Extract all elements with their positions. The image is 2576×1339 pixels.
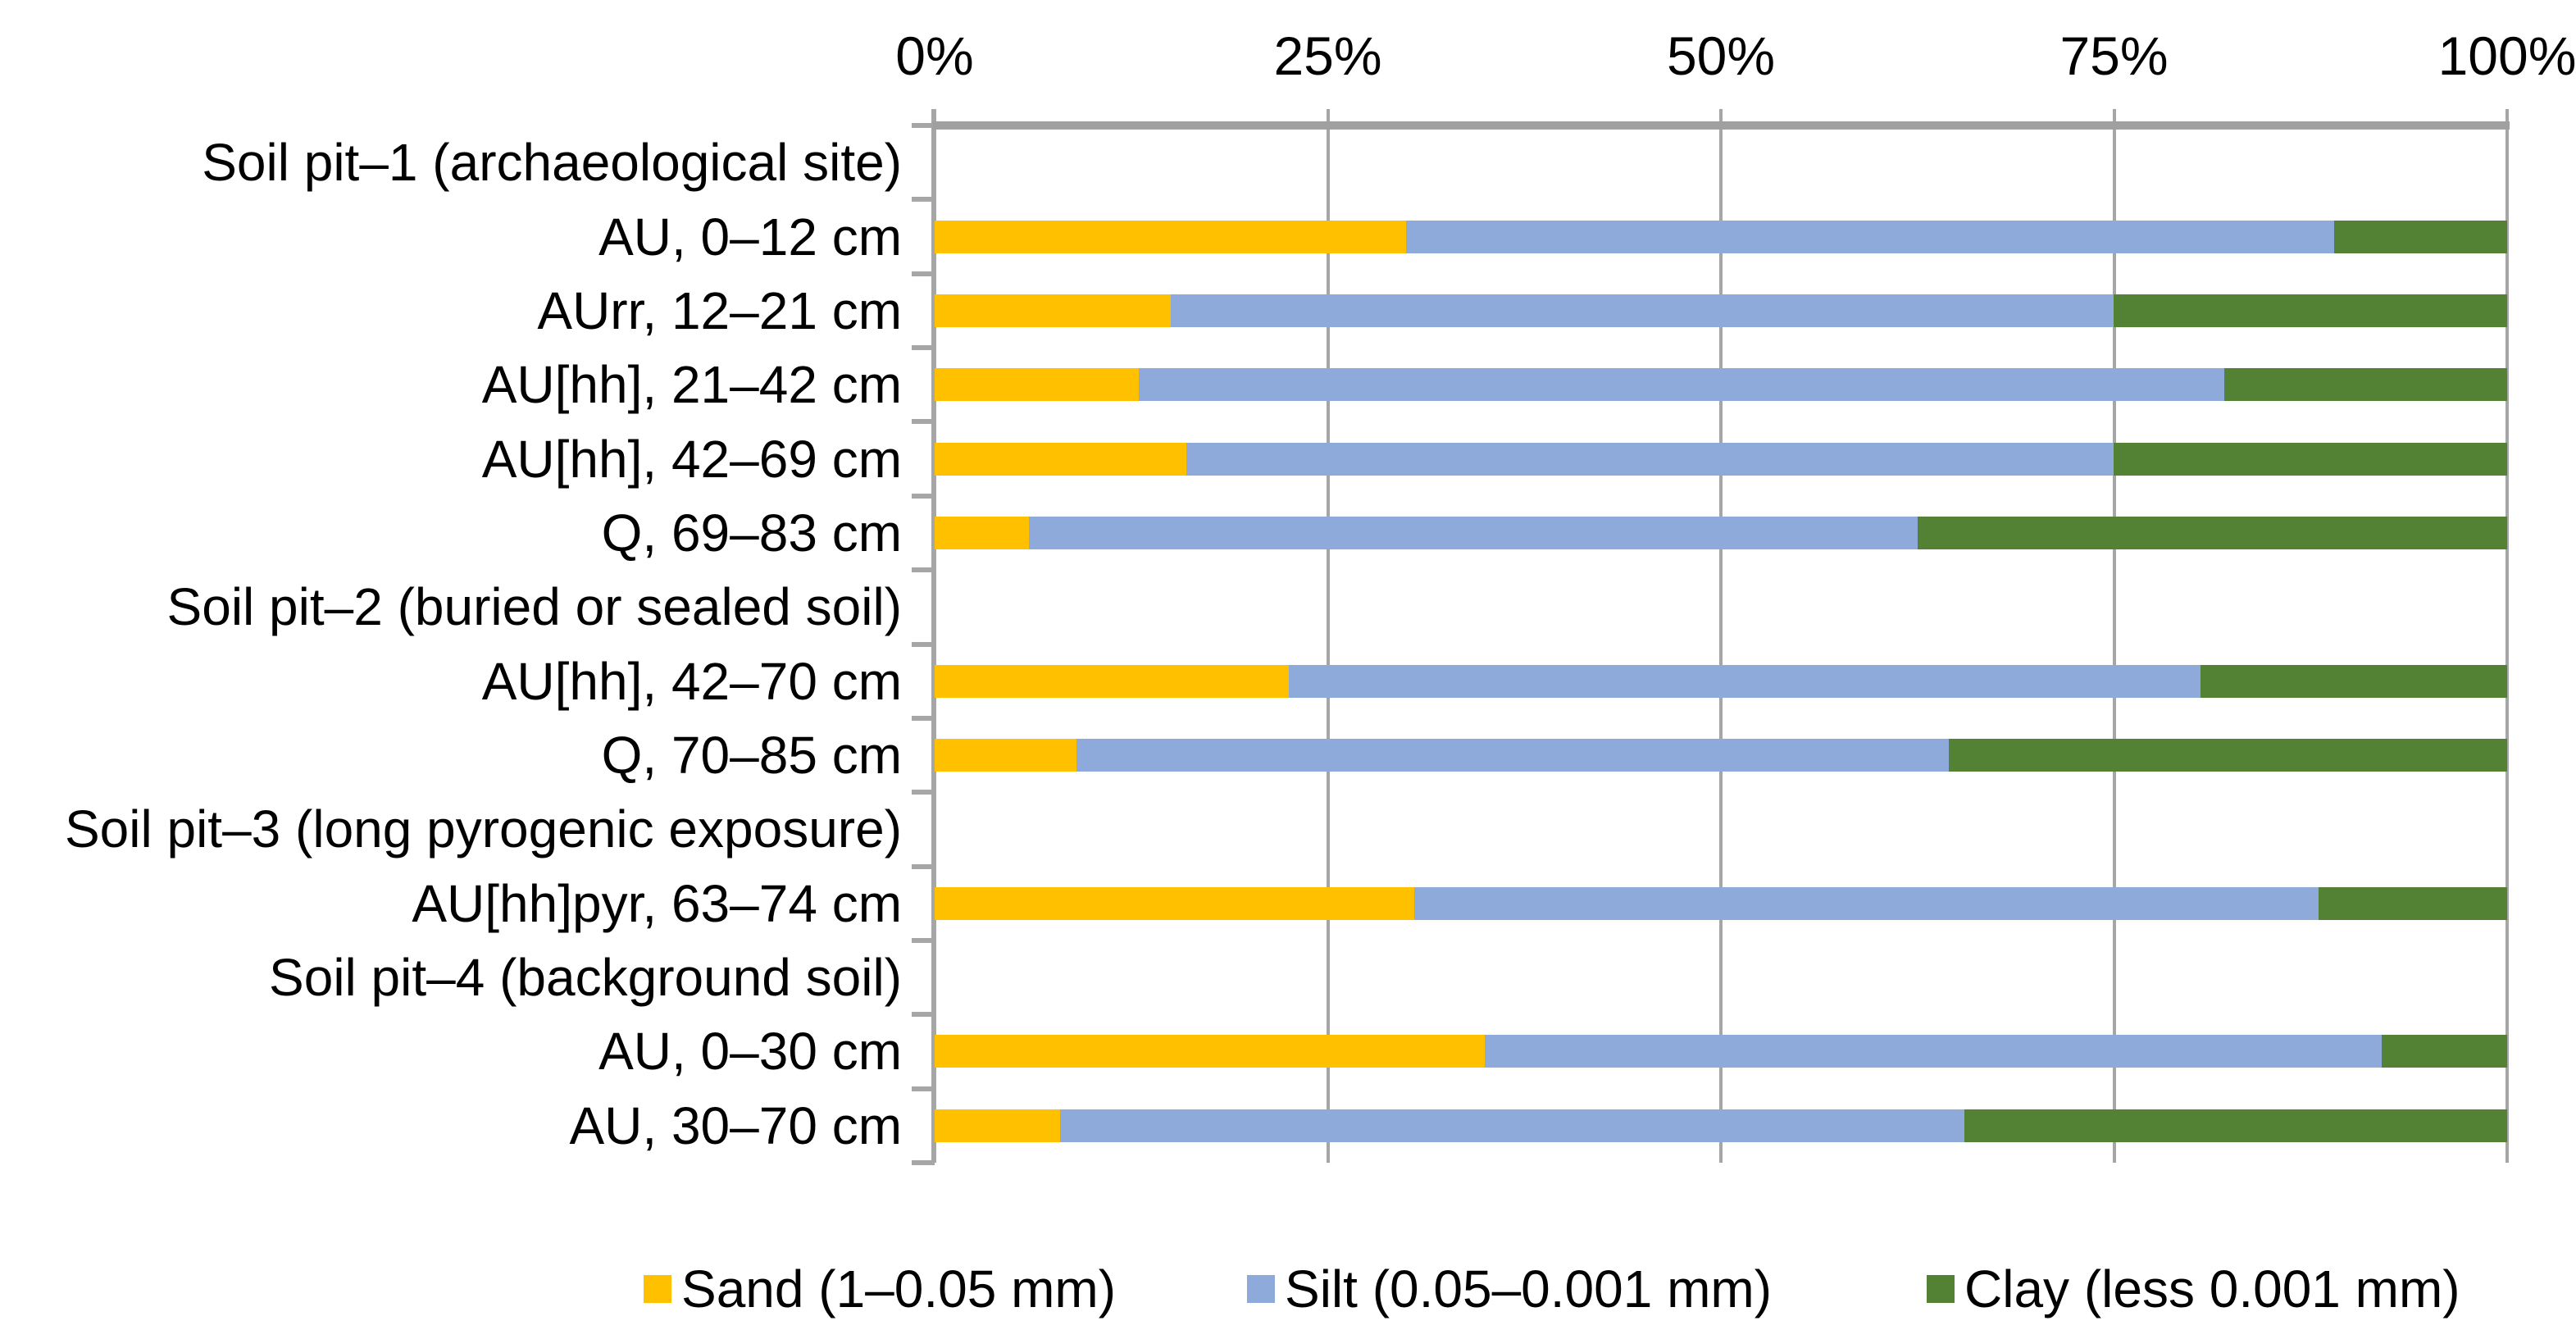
stacked-bar [935, 368, 2507, 402]
bar-segment-clay [1964, 1109, 2507, 1142]
legend-marker-sand-icon [644, 1275, 671, 1303]
gridline [1326, 125, 1330, 1163]
bar-segment-silt [1060, 1109, 1965, 1142]
gridline [1719, 125, 1723, 1163]
axis-tick-mark [1326, 109, 1330, 125]
plot-area: 0% 25% 50% 75% 100% [895, 27, 2576, 1165]
bar-segment-sand [935, 220, 1407, 253]
bar-segment-silt [1029, 516, 1918, 549]
bar-segment-clay [2114, 442, 2507, 476]
legend-label: Clay (less 0.001 mm) [1964, 1259, 2460, 1319]
stacked-bar [935, 886, 2507, 920]
category-axis-tick-mark [912, 863, 935, 869]
category-label: AU[hh], 42–69 cm [481, 429, 902, 489]
category-label: Soil pit–1 (archaeological site) [202, 133, 902, 193]
category-axis-tick-mark [912, 937, 935, 943]
category-axis-tick-mark [912, 715, 935, 721]
category-axis-line [931, 109, 935, 1163]
category-label: Q, 70–85 cm [601, 726, 902, 786]
stacked-bar [935, 664, 2507, 698]
bar-segment-clay [1917, 516, 2508, 549]
bar-segment-clay [2223, 368, 2507, 402]
category-axis-tick-mark [912, 123, 935, 128]
axis-tick-mark [2505, 109, 2509, 125]
stacked-bar [935, 739, 2507, 772]
category-axis-tick-mark [912, 641, 935, 647]
category-axis-tick-mark [912, 567, 935, 573]
category-axis-tick-mark [912, 790, 935, 795]
category-label: Soil pit–4 (background soil) [269, 948, 902, 1008]
category-label: AU[hh]pyr, 63–74 cm [412, 873, 902, 933]
stacked-bar [935, 442, 2507, 476]
category-axis-tick-mark [912, 1012, 935, 1018]
bar-segment-silt [1485, 1035, 2382, 1068]
bar-segment-sand [935, 1035, 1486, 1068]
bar-segment-sand [935, 739, 1076, 772]
category-axis-tick-mark [912, 419, 935, 425]
category-label: AU, 0–30 cm [598, 1022, 902, 1082]
bar-segment-sand [935, 442, 1186, 476]
legend-item-silt: Silt (0.05–0.001 mm) [1247, 1261, 1772, 1317]
category-label: AU, 0–12 cm [598, 207, 902, 266]
category-axis-tick-mark [912, 197, 935, 203]
category-axis-tick-mark [912, 493, 935, 499]
bar-segment-sand [935, 294, 1171, 327]
legend-item-clay: Clay (less 0.001 mm) [1927, 1261, 2460, 1317]
legend-item-sand: Sand (1–0.05 mm) [644, 1261, 1116, 1317]
bar-segment-silt [1406, 220, 2334, 253]
legend-label: Silt (0.05–0.001 mm) [1285, 1259, 1773, 1319]
percent-axis-line [932, 121, 2510, 130]
bar-segment-silt [1288, 664, 2201, 698]
bar-segment-sand [935, 1109, 1061, 1142]
category-axis-tick-mark [912, 1160, 935, 1165]
x-axis-tick-label: 0% [895, 25, 974, 86]
category-axis-tick-mark [912, 1086, 935, 1091]
bar-segment-clay [2333, 220, 2507, 253]
bar-segment-silt [1170, 294, 2114, 327]
stacked-bar [935, 1035, 2507, 1068]
bar-segment-clay [2381, 1035, 2507, 1068]
bar-segment-clay [2114, 294, 2507, 327]
category-label: AUrr, 12–21 cm [537, 280, 902, 340]
stacked-bar [935, 220, 2507, 253]
legend-label: Sand (1–0.05 mm) [681, 1259, 1117, 1319]
bar-segment-clay [2318, 886, 2507, 920]
bar-segment-clay [1949, 739, 2507, 772]
bar-segment-sand [935, 368, 1140, 402]
x-axis-tick-label: 25% [1273, 25, 1382, 86]
category-label: Soil pit–3 (long pyrogenic exposure) [64, 799, 902, 859]
legend-marker-clay-icon [1927, 1275, 1955, 1303]
category-label: Soil pit–2 (buried or sealed soil) [166, 577, 902, 637]
x-axis-tick-label: 100% [2437, 25, 2576, 86]
stacked-bar [935, 516, 2508, 549]
category-label: Q, 69–83 cm [601, 503, 902, 562]
bar-segment-sand [935, 664, 1289, 698]
stacked-bar [935, 1109, 2507, 1142]
stacked-bar [935, 294, 2507, 327]
axis-tick-mark [2112, 109, 2116, 125]
legend-marker-silt-icon [1247, 1275, 1275, 1303]
bar-segment-silt [1139, 368, 2224, 402]
bar-segment-silt [1414, 886, 2319, 920]
bar-segment-clay [2200, 664, 2507, 698]
bar-segment-silt [1186, 442, 2114, 476]
x-axis-tick-label: 50% [1666, 25, 1776, 86]
axis-tick-mark [1719, 109, 1723, 125]
category-axis-tick-mark [912, 271, 935, 276]
category-label: AU[hh], 42–70 cm [481, 651, 902, 711]
category-axis-tick-mark [912, 345, 935, 351]
category-label: AU[hh], 21–42 cm [481, 355, 902, 415]
bar-segment-sand [935, 886, 1414, 920]
gridline [2112, 125, 2116, 1163]
category-label: AU, 30–70 cm [569, 1095, 902, 1155]
x-axis-tick-label: 75% [2059, 25, 2169, 86]
gridline [2505, 125, 2509, 1163]
bar-segment-sand [935, 516, 1030, 549]
bar-segment-silt [1076, 739, 1950, 772]
